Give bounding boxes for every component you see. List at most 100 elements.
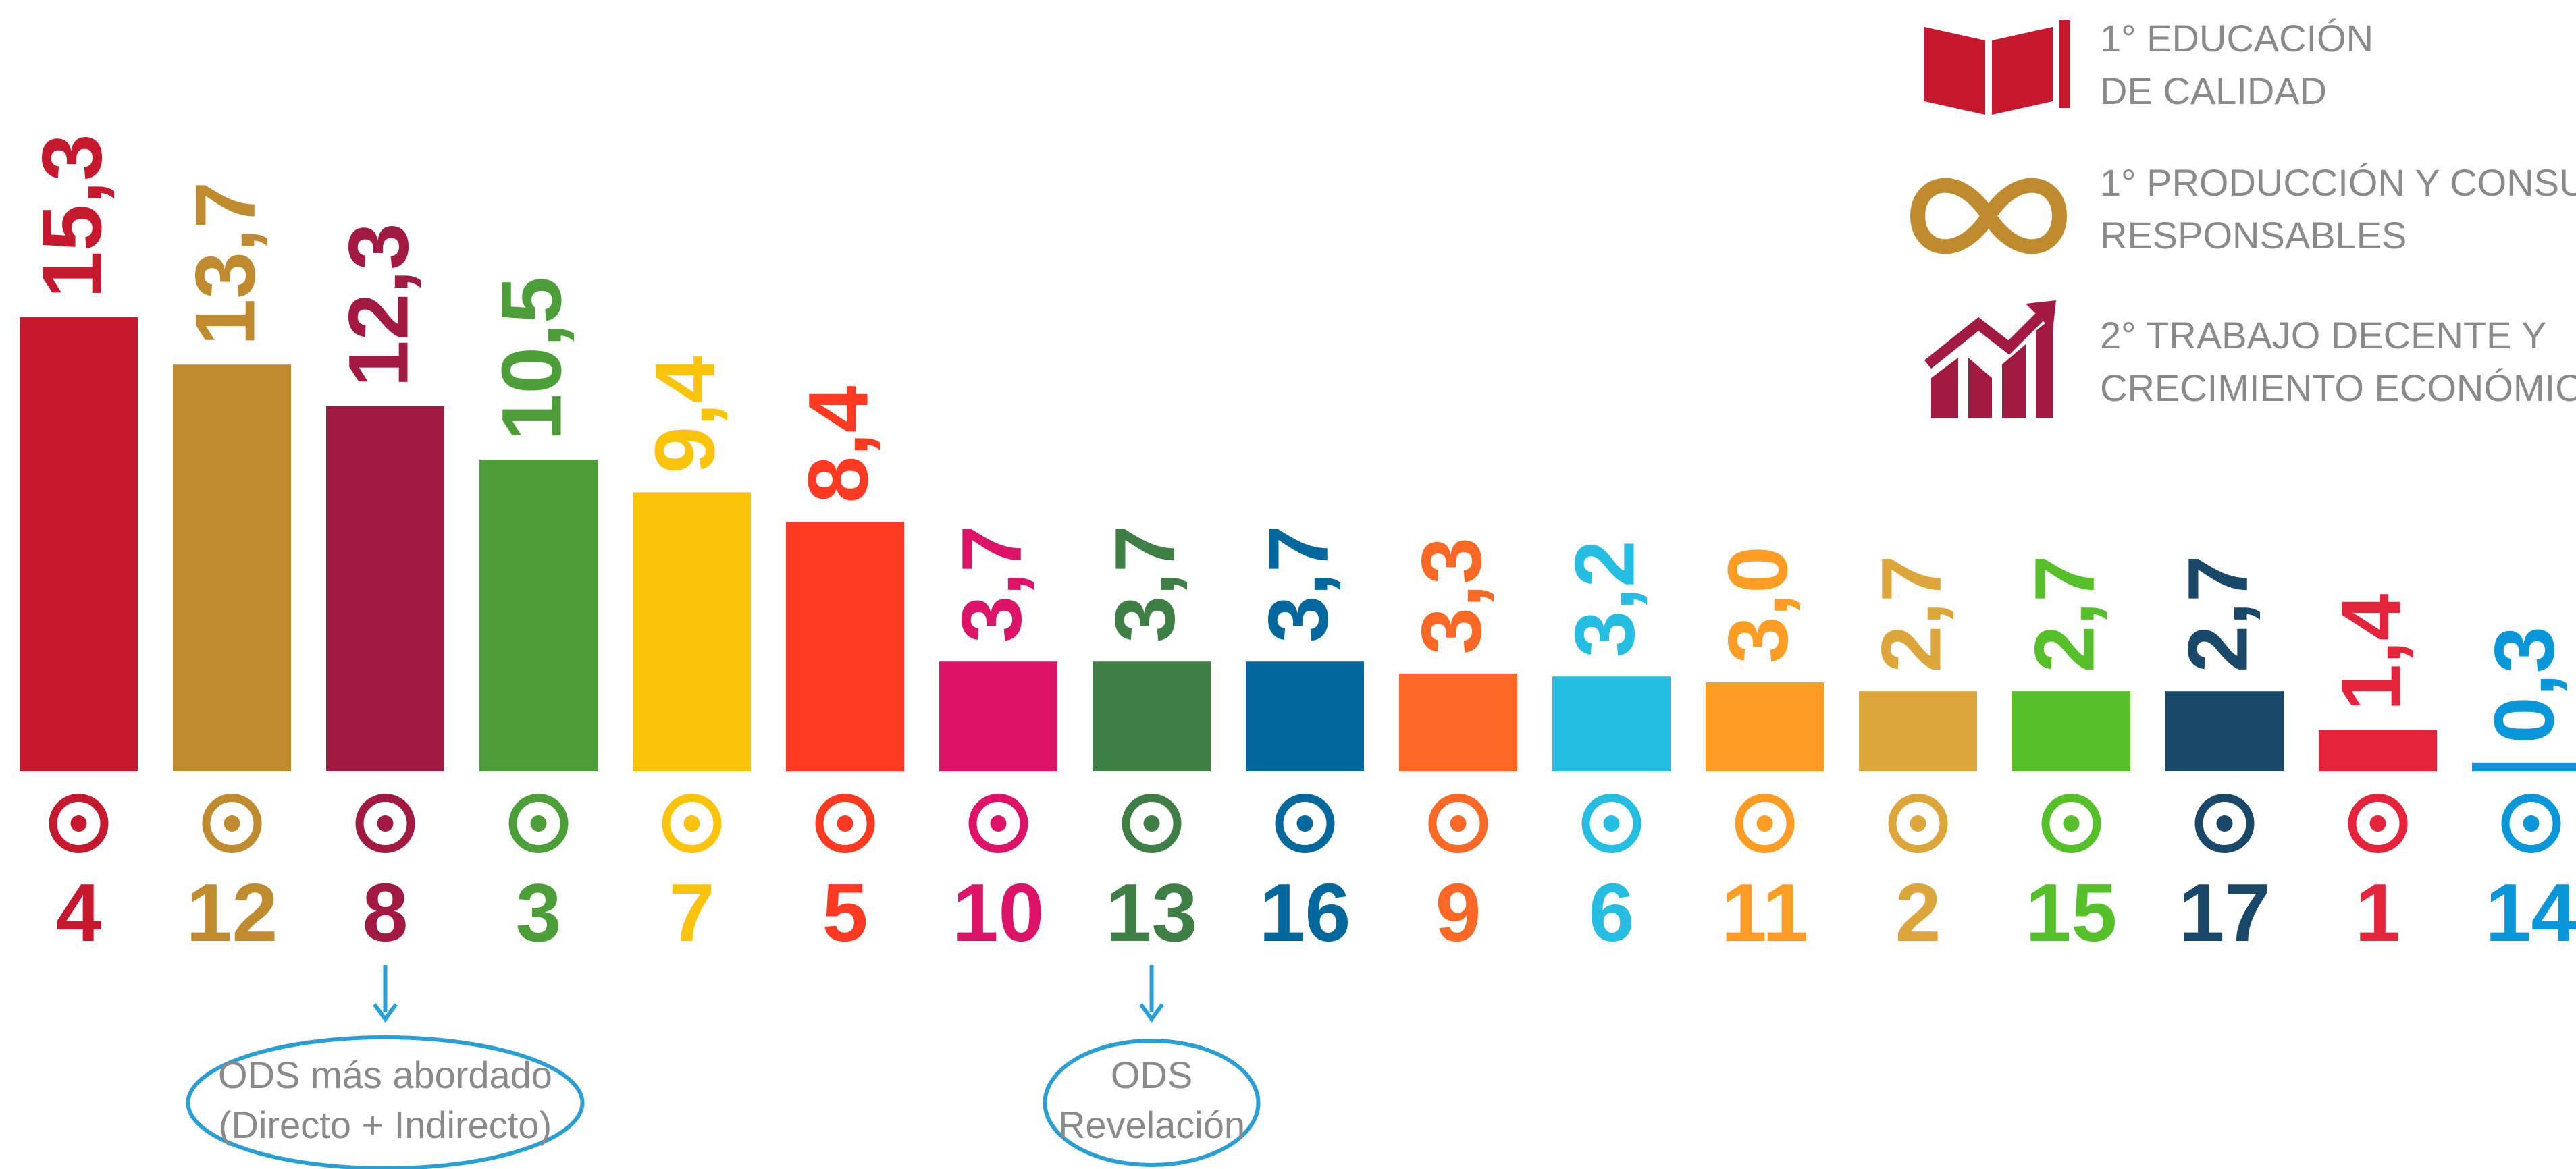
- sdg-icon-dot: [837, 815, 853, 832]
- category-label: 11: [1721, 867, 1808, 958]
- legend-item: 1° EDUCACIÓN DE CALIDAD: [1924, 17, 2373, 115]
- annotation-text: Revelación: [1058, 1104, 1245, 1146]
- bar: [1093, 661, 1211, 771]
- book-icon: [1924, 27, 2053, 115]
- bar: [1859, 691, 1977, 771]
- category-label: 3: [516, 867, 562, 958]
- bar: [633, 492, 751, 771]
- annotation-text: ODS más abordado: [218, 1054, 552, 1096]
- legend-text: 1° PRODUCCIÓN Y CONSUMO: [2100, 161, 2576, 204]
- sdg-icon-dot: [2063, 815, 2080, 832]
- sdg-icon: [2041, 794, 2101, 853]
- bar: [2472, 762, 2576, 771]
- legend-text: RESPONSABLES: [2100, 214, 2407, 256]
- sdg-icon-dot: [224, 815, 240, 832]
- growth-arrow: [1924, 306, 2050, 369]
- legend-text: DE CALIDAD: [2100, 70, 2327, 112]
- value-label: 15,3: [26, 134, 120, 298]
- sdg-icon-dot: [990, 815, 1007, 832]
- sdg-icon: [1581, 794, 1641, 853]
- legend-text: CRECIMIENTO ECONÓMICO: [2100, 366, 2576, 409]
- sdg-icon-dot: [2523, 815, 2540, 832]
- sdg-icon: [2348, 794, 2408, 853]
- value-label: 3,0: [1712, 546, 1806, 663]
- sdg-icon-dot: [1296, 815, 1313, 832]
- sdg-icon: [968, 794, 1028, 853]
- growth-icon: [1931, 317, 2053, 418]
- sdg-icon: [1275, 794, 1335, 853]
- sdg-icon: [2501, 794, 2561, 853]
- sdg-icon: [1428, 794, 1488, 853]
- legend-text: 2° TRABAJO DECENTE Y: [2100, 314, 2546, 356]
- category-label: 1: [2355, 867, 2401, 958]
- annotation-ellipse: [186, 1035, 585, 1169]
- sdg-icon-dot: [70, 815, 87, 832]
- value-label: 2,7: [1865, 555, 1959, 672]
- bar: [786, 522, 904, 771]
- sdg-icon-dot: [1450, 815, 1467, 832]
- value-label: 3,7: [945, 525, 1039, 643]
- pencil-icon: [2059, 20, 2070, 108]
- value-label: 2,7: [2172, 555, 2265, 672]
- bar: [2319, 730, 2437, 771]
- sdg-icon-dot: [1143, 815, 1160, 832]
- sdg-icon: [815, 794, 875, 853]
- value-label: 8,4: [792, 386, 886, 504]
- annotation: ODS más abordado (Directo + Indirecto): [186, 965, 585, 1169]
- sdg-icon-dot: [2216, 815, 2233, 832]
- bar: [479, 460, 598, 771]
- value-label: 12,3: [332, 223, 426, 387]
- bar: [1706, 682, 1824, 771]
- value-label: 2,7: [2018, 555, 2112, 672]
- sdg-icon-dot: [1603, 815, 1620, 832]
- sdg-icon: [355, 794, 415, 853]
- value-label: 9,4: [639, 356, 733, 474]
- category-label: 15: [2026, 867, 2118, 958]
- sdg-icon-dot: [377, 815, 394, 832]
- value-label: 3,3: [1405, 537, 1499, 655]
- sdg-icon: [1735, 794, 1795, 853]
- annotation-arrowhead: [1139, 1003, 1164, 1023]
- bar: [1552, 676, 1671, 771]
- bar: [939, 661, 1057, 771]
- value-label: 10,5: [485, 277, 579, 441]
- value-label: 13,7: [179, 182, 273, 346]
- sdg-icon: [202, 794, 262, 853]
- category-label: 14: [2486, 867, 2576, 958]
- sdg-icon: [1888, 794, 1948, 853]
- legend-text: 1° EDUCACIÓN: [2100, 17, 2373, 59]
- infinity-icon: [1910, 178, 2068, 254]
- growth-arrowhead: [2026, 300, 2056, 331]
- annotation-arrowhead: [373, 1003, 398, 1023]
- legend-item: 1° PRODUCCIÓN Y CONSUMO RESPONSABLES: [1910, 161, 2576, 256]
- value-label: 3,7: [1252, 525, 1346, 643]
- category-label: 2: [1895, 867, 1941, 958]
- value-label: 3,2: [1558, 540, 1652, 657]
- bar: [1246, 661, 1364, 771]
- category-label: 8: [363, 867, 409, 958]
- bar: [1399, 673, 1517, 771]
- bar: [20, 317, 138, 771]
- category-label: 9: [1436, 867, 1481, 958]
- annotation-text: ODS: [1111, 1054, 1192, 1096]
- annotation-ellipse: [1043, 1039, 1261, 1167]
- annotation-text: (Directo + Indirecto): [219, 1104, 552, 1146]
- sdg-icon: [2194, 794, 2255, 853]
- category-label: 4: [56, 867, 102, 958]
- sdg-icon: [1122, 794, 1182, 853]
- category-label: 12: [186, 867, 278, 958]
- legend-item: 2° TRABAJO DECENTE Y CRECIMIENTO ECONÓMIC…: [1924, 300, 2576, 418]
- bar: [2165, 691, 2284, 771]
- value-label: 3,7: [1099, 525, 1192, 643]
- category-label: 13: [1106, 867, 1198, 958]
- bar: [173, 364, 291, 771]
- value-label: 0,3: [2478, 626, 2572, 744]
- sdg-icon-dot: [530, 815, 547, 832]
- category-label: 17: [2179, 867, 2271, 958]
- annotation: ODS Revelación: [1043, 965, 1261, 1167]
- bar: [2012, 691, 2130, 771]
- category-label: 16: [1259, 867, 1351, 958]
- sdg-icon-dot: [1756, 815, 1773, 832]
- sdg-icon-dot: [683, 815, 700, 832]
